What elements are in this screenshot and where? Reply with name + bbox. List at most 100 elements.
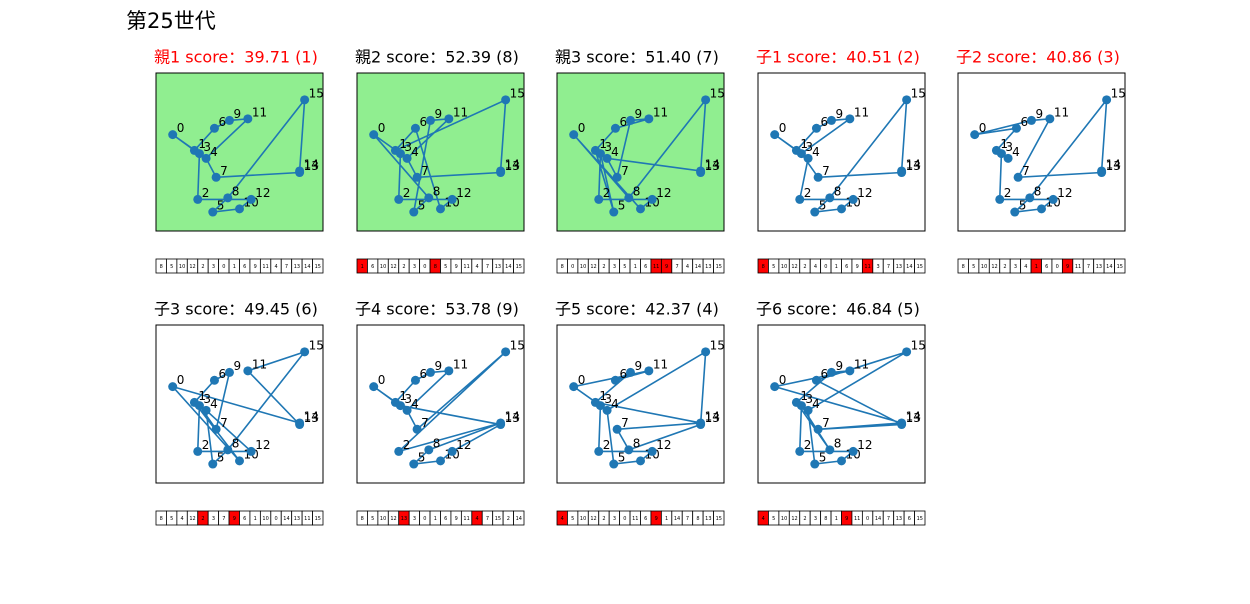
- gene-label: 5: [170, 264, 173, 270]
- city-point: [636, 456, 645, 466]
- city-label: 5: [819, 199, 827, 213]
- city-label: 4: [1012, 145, 1020, 159]
- gene-label: 5: [972, 264, 975, 270]
- gene-label: 11: [463, 264, 469, 270]
- panel: 子3 score：49.45 (6)0123456789101112131415…: [154, 300, 324, 526]
- gene-label: 2: [402, 264, 405, 270]
- gene-label: 10: [580, 264, 586, 270]
- city-label: 8: [1034, 184, 1042, 198]
- city-point: [1025, 193, 1035, 203]
- city-label: 1: [599, 137, 607, 151]
- city-point: [394, 194, 404, 204]
- city-point: [436, 204, 445, 214]
- city-point: [803, 153, 813, 163]
- gene-label: 14: [283, 516, 289, 522]
- gene-label: 3: [613, 264, 616, 270]
- gene-label: 1: [434, 516, 437, 522]
- gene-label: 11: [304, 516, 310, 522]
- city-point: [223, 193, 233, 203]
- city-point: [602, 153, 612, 163]
- city-label: 13: [906, 411, 921, 425]
- gene-label: 1: [634, 264, 637, 270]
- gene-label: 11: [1075, 264, 1081, 270]
- gene-label: 5: [571, 516, 574, 522]
- city-label: 6: [218, 115, 226, 129]
- city-point: [609, 459, 619, 469]
- gene-label: 2: [507, 516, 510, 522]
- panel-title: 親2 score：52.39 (8): [355, 48, 519, 67]
- city-label: 9: [835, 359, 843, 373]
- city-label: 11: [453, 357, 468, 371]
- city-point: [701, 347, 711, 357]
- city-label: 5: [819, 451, 827, 465]
- gene-label: 15: [716, 264, 722, 270]
- gene-label: 8: [160, 516, 163, 522]
- gene-label: 4: [561, 516, 564, 522]
- city-point: [795, 446, 805, 456]
- city-label: 2: [403, 186, 411, 200]
- city-label: 5: [217, 199, 225, 213]
- city-point: [902, 95, 912, 105]
- panel-title: 子4 score：53.78 (9): [355, 300, 519, 319]
- gene-label: 8: [962, 264, 965, 270]
- city-label: 8: [232, 436, 240, 450]
- city-point: [811, 123, 821, 133]
- city-point: [848, 446, 858, 456]
- city-point: [569, 382, 579, 392]
- city-point: [696, 418, 706, 428]
- city-label: 12: [1057, 186, 1072, 200]
- gene-label: 0: [824, 264, 827, 270]
- city-point: [402, 153, 412, 163]
- gene-label: 5: [772, 516, 775, 522]
- gene-label: 10: [781, 516, 787, 522]
- gene-label: 5: [371, 516, 374, 522]
- gene-label: 12: [791, 516, 797, 522]
- city-label: 11: [252, 357, 267, 371]
- city-point: [224, 367, 234, 377]
- gene-label: 7: [1087, 264, 1090, 270]
- city-point: [208, 459, 218, 469]
- gene-label: 2: [803, 264, 806, 270]
- gene-label: 1: [233, 264, 236, 270]
- city-label: 6: [218, 367, 226, 381]
- gene-label: 2: [602, 516, 605, 522]
- gene-label: 3: [413, 264, 416, 270]
- city-point: [795, 194, 805, 204]
- city-point: [609, 207, 619, 217]
- city-point: [569, 130, 579, 140]
- city-point: [447, 446, 457, 456]
- city-label: 2: [804, 186, 812, 200]
- gene-label: 9: [845, 516, 848, 522]
- city-point: [624, 193, 634, 203]
- city-point: [1011, 123, 1021, 133]
- gene-label: 1: [254, 516, 257, 522]
- city-point: [424, 445, 434, 455]
- city-label: 9: [434, 359, 442, 373]
- city-label: 11: [252, 105, 267, 119]
- city-point: [845, 366, 855, 376]
- gene-cell: [713, 510, 725, 526]
- gene-label: 10: [262, 516, 268, 522]
- city-label: 5: [217, 451, 225, 465]
- city-label: 7: [822, 164, 830, 178]
- city-point: [409, 207, 419, 217]
- city-point: [211, 424, 221, 434]
- panel-title: 子1 score：40.51 (2): [756, 48, 920, 67]
- gene-label: 1: [835, 264, 838, 270]
- city-label: 5: [1019, 199, 1027, 213]
- city-point: [837, 456, 846, 466]
- city-point: [813, 172, 823, 182]
- city-label: 14: [505, 157, 520, 171]
- city-label: 7: [220, 164, 228, 178]
- gene-label: 15: [917, 264, 923, 270]
- gene-label: 15: [1117, 264, 1123, 270]
- gene-label: 7: [285, 264, 288, 270]
- city-label: 9: [835, 107, 843, 121]
- gene-label: 15: [315, 516, 321, 522]
- city-point: [412, 424, 422, 434]
- gene-label: 12: [390, 264, 396, 270]
- gene-label: 14: [674, 516, 680, 522]
- city-label: 0: [979, 121, 987, 135]
- city-point: [770, 382, 780, 392]
- city-point: [1003, 153, 1013, 163]
